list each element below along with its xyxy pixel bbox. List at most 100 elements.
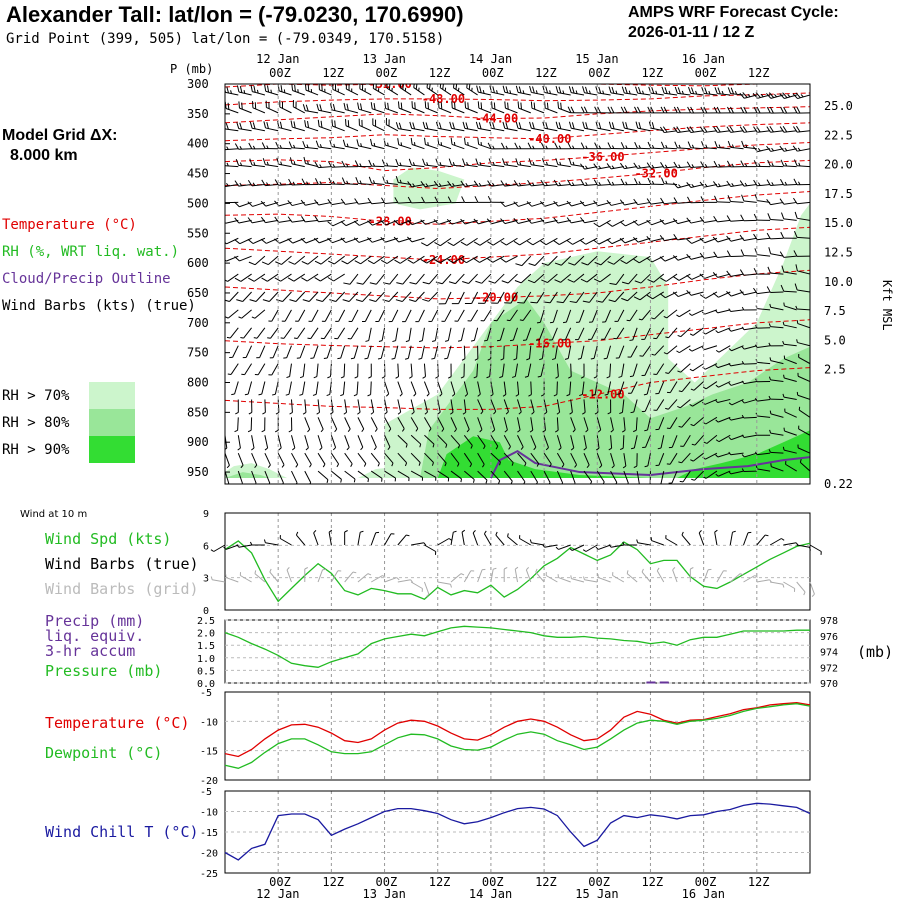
barb-flag (779, 126, 785, 133)
barb-staff (543, 470, 551, 483)
barb-staff (310, 327, 319, 339)
wind-barb (606, 219, 625, 227)
barb-staff (466, 237, 478, 246)
barb-staff (331, 470, 342, 480)
wind-barb (493, 309, 505, 322)
barb-flag (607, 106, 612, 114)
barb-flag (515, 85, 519, 93)
wind-barb (502, 381, 507, 397)
barb-staff (431, 309, 439, 322)
barb-flag (474, 196, 479, 203)
wind-barb (437, 434, 448, 448)
barb-flag (247, 201, 253, 207)
wind-barb (303, 156, 319, 168)
barb-half (280, 337, 285, 339)
wind-barb (562, 309, 572, 324)
barb-half (343, 411, 347, 415)
precip-bar (659, 681, 669, 684)
wind-barb (473, 237, 492, 246)
wind-barb (566, 381, 572, 397)
wind-barb (582, 121, 598, 132)
barb-staff (671, 470, 678, 484)
barb-staff (642, 345, 651, 357)
barb-half (214, 336, 217, 339)
barb-half (580, 376, 585, 379)
barb-flag (345, 84, 347, 90)
barb-half (741, 414, 745, 419)
barb-flag (248, 277, 255, 282)
barb-flag (369, 299, 376, 303)
barb-half (665, 372, 669, 374)
barb-staff (437, 417, 445, 430)
wind-barb (665, 399, 678, 410)
barb-flag (466, 84, 468, 88)
barb-half (478, 182, 482, 187)
wind-barb (225, 453, 230, 469)
wind-barb (225, 143, 239, 151)
barb-half (391, 533, 395, 535)
wind-barb (388, 309, 399, 323)
wind-barb (783, 374, 797, 383)
barb-half (572, 429, 576, 433)
wind-barb (330, 435, 337, 451)
barb-flag (301, 260, 309, 265)
wind-barb (798, 406, 810, 418)
barb-staff (757, 345, 771, 349)
barb-half (803, 591, 806, 596)
wind-barb (356, 139, 372, 150)
wind-barb (634, 178, 651, 186)
barb-flag (407, 259, 414, 264)
barb-flag (367, 237, 373, 243)
barb-staff (368, 327, 372, 341)
barb-staff (477, 381, 481, 395)
surface-grid-barb (490, 567, 497, 583)
barb-flag (753, 267, 758, 275)
barb-staff (743, 532, 749, 546)
wind-barb (435, 363, 439, 379)
barb-staff (331, 109, 345, 114)
wind-barb (779, 125, 797, 133)
barb-flag (621, 281, 629, 285)
wind-barb (434, 196, 452, 204)
wind-barb (527, 142, 545, 150)
wind-barb (225, 201, 226, 204)
barb-flag (347, 120, 350, 127)
barb-flag (580, 106, 585, 113)
barb-half (252, 145, 256, 150)
barb-half (269, 568, 272, 573)
wind-barb (607, 142, 624, 150)
barb-staff (517, 381, 520, 395)
barb-staff (225, 165, 239, 168)
wind-barb (460, 255, 478, 264)
barb-staff (718, 345, 731, 353)
wind-barb (620, 106, 638, 114)
barb-flag (473, 218, 479, 225)
barb-flag (688, 86, 692, 94)
wind-barb (515, 85, 531, 96)
surface-wind-barb (636, 539, 651, 546)
barb-flag (225, 277, 228, 282)
barb-half (771, 182, 774, 186)
barb-half (608, 544, 612, 548)
barb-flag (540, 179, 545, 187)
wind-barb (630, 399, 638, 414)
barb-staff (743, 255, 757, 257)
barb-half (316, 411, 320, 415)
barb-half (655, 90, 658, 95)
barb-staff (291, 470, 298, 484)
barb-staff (585, 544, 598, 552)
barb-staff (705, 363, 718, 370)
barb-half (504, 429, 508, 433)
barb-flag (464, 101, 467, 109)
wind-barb (554, 255, 572, 266)
barb-half (644, 465, 648, 468)
wind-barb (641, 399, 651, 413)
barb-half (396, 577, 400, 581)
wind-barb (225, 345, 226, 358)
barb-half (361, 320, 366, 322)
surface-wind-barb (495, 531, 505, 546)
barb-staff (797, 375, 810, 382)
barb-half (741, 434, 745, 438)
barb-flag (594, 142, 599, 149)
barb-half (611, 165, 615, 169)
